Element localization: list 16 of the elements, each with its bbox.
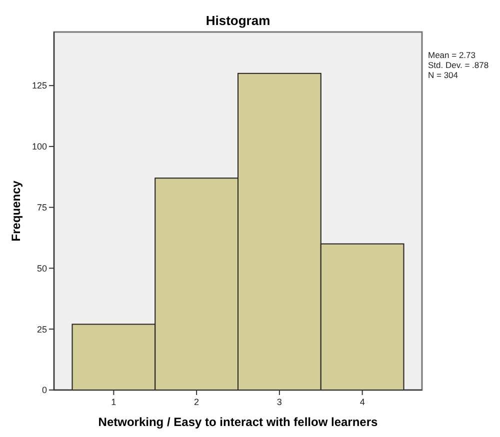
y-tick-label: 75	[36, 202, 47, 212]
chart-title: Histogram	[206, 13, 270, 28]
x-tick-label: 3	[276, 397, 282, 407]
x-tick-label: 2	[194, 397, 200, 407]
text: N = 304	[428, 70, 458, 80]
y-tick-label: 125	[32, 80, 47, 91]
x-tick-label: 1	[111, 397, 116, 407]
y-tick-label: 25	[36, 324, 47, 334]
y-tick-label: 100	[32, 142, 47, 152]
x-tick-label: 4	[360, 397, 365, 407]
text: Mean = 2.73	[428, 50, 476, 60]
y-tick-label: 0	[42, 385, 47, 396]
text: Std. Dev. = .878	[428, 60, 489, 70]
y-tick-label: 50	[36, 263, 47, 274]
x-axis-title: Networking / Easy to interact with fellow learners	[98, 415, 378, 429]
y-axis-title: Frequency	[9, 180, 23, 242]
